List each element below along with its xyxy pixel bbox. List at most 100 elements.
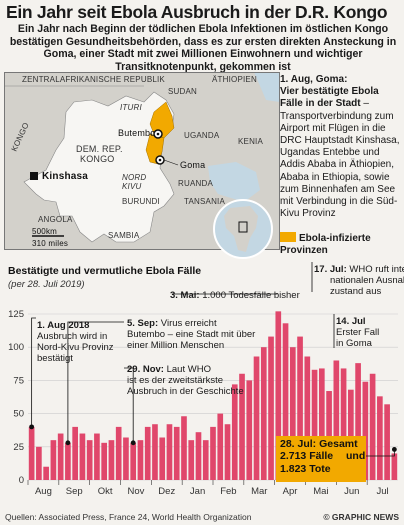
bar: [50, 440, 57, 480]
bar: [115, 426, 122, 480]
bar: [65, 442, 71, 480]
source-text: Quellen: Associated Press, France 24, Wo…: [5, 512, 252, 522]
map-scale-mi: 310 miles: [32, 239, 68, 248]
bar: [166, 424, 173, 480]
bar: [159, 437, 166, 480]
map-label-nordkivu-1: NORD: [122, 173, 146, 182]
bar: [43, 466, 49, 480]
x-tick-label: Jul: [377, 486, 389, 497]
x-tick-label: Mar: [251, 486, 267, 497]
bar: [224, 424, 231, 480]
credit-text: © GRAPHIC NEWS: [323, 512, 399, 522]
map-legend: Ebola-infizierte Provinzen: [280, 232, 402, 257]
annotation-leader: [366, 449, 395, 457]
y-tick-label: 25: [13, 442, 24, 453]
map-label-nordkivu-2: KIVU: [122, 182, 141, 191]
bar: [260, 347, 267, 480]
x-tick-label: Apr: [283, 486, 298, 497]
chart-title: Bestätigte und vermutliche Ebola Fälle: [8, 265, 201, 277]
total-line-2: 2.713 Fälle: [280, 450, 333, 462]
bar: [195, 432, 202, 480]
bar: [326, 391, 332, 480]
map-label-sudan: SUDAN: [168, 87, 197, 96]
bar: [340, 368, 347, 480]
bar: [318, 368, 325, 480]
kinshasa-marker: [30, 172, 38, 180]
bar: [130, 442, 137, 480]
bar: [94, 433, 100, 480]
map-label-goma: Goma: [180, 160, 205, 170]
annotation-sep: 5. Sep: Virus erreicht Butembo – eine Sta…: [127, 318, 255, 351]
y-tick-label: 125: [8, 309, 24, 320]
annotation-leader: [67, 321, 124, 443]
bar: [246, 380, 253, 480]
bar: [36, 446, 42, 480]
bar: [86, 440, 93, 480]
locator-globe-icon: [213, 199, 273, 259]
bar: [173, 426, 180, 480]
chart-subtitle: (per 28. Juli 2019): [8, 279, 85, 290]
bar: [362, 381, 369, 480]
goma-annotation: 1. Aug, Goma: Vier bestätigte Ebola Fälle…: [280, 74, 402, 220]
map-label-kenya: KENIA: [238, 137, 263, 146]
x-tick-label: Aug: [35, 486, 52, 497]
bar: [289, 347, 296, 480]
chart-y-ticks: 0 25 50 75 100 125: [8, 309, 24, 486]
bar: [253, 356, 260, 480]
bar: [217, 413, 224, 480]
bar: [108, 440, 115, 480]
total-box: [276, 436, 366, 482]
map-label-kinshasa: Kinshasa: [42, 171, 88, 182]
bar: [333, 360, 340, 480]
bar: [282, 323, 289, 480]
map-ituri-province: [149, 101, 175, 139]
x-tick-label: Nov: [127, 486, 144, 497]
x-tick-label: Mai: [313, 486, 328, 497]
bar: [144, 426, 151, 480]
annotation-jul17: 17. Jul: WHO ruft inter-nationalen Ausna…: [314, 264, 404, 297]
map-scale-km: 500km: [32, 227, 57, 236]
map-label-angola: ANGOLA: [38, 215, 73, 224]
y-tick-label: 100: [8, 342, 24, 353]
bar: [355, 363, 361, 480]
map-label-ethiopia: ÄTHIOPIEN: [212, 75, 257, 84]
page-title: Ein Jahr seit Ebola Ausbruch in der D.R.…: [6, 2, 388, 22]
bar: [304, 356, 311, 480]
map-label-rwanda: RUANDA: [178, 179, 213, 188]
bar: [348, 389, 354, 480]
x-tick-label: Feb: [220, 486, 236, 497]
bar: [369, 373, 376, 480]
annotation-nov: 29. Nov: Laut WHO ist es der zweitstärkst…: [127, 364, 244, 397]
total-line-3: und: [346, 450, 365, 462]
bar: [202, 440, 209, 480]
y-tick-label: 50: [13, 409, 24, 420]
chart-bars: [28, 311, 398, 480]
goma-annotation-body: – Transportverbindung zum Airport mit Fl…: [280, 98, 400, 220]
goma-annotation-heading-1: 1. Aug, Goma:: [280, 74, 348, 85]
annotation-leader: [31, 317, 36, 427]
map-label-butembo: Butembo: [118, 128, 155, 138]
bar: [137, 440, 144, 480]
bar: [72, 426, 78, 480]
total-line-1: 28. Jul: Gesamt: [280, 438, 358, 450]
y-tick-label: 75: [13, 375, 24, 386]
map-lake-north: [254, 72, 280, 102]
x-tick-label: Okt: [98, 486, 113, 497]
bar: [239, 373, 245, 480]
bar: [57, 433, 64, 480]
annotation-dot: [29, 424, 35, 430]
chart-x-ticks: Aug Sep Okt Nov Dez Jan Feb Mar Apr Mai Jun Jul: [27, 480, 389, 497]
x-tick-label: Jun: [344, 486, 359, 497]
bar: [311, 369, 318, 480]
bar: [181, 416, 187, 480]
y-tick-label: 0: [19, 475, 24, 486]
bar: [377, 396, 383, 480]
bar: [231, 384, 238, 480]
map-label-tanzania: TANSANIA: [184, 197, 225, 206]
bar: [391, 453, 398, 480]
chart-annotations: 1. Aug 2018 Ausbruch wird in Nord-Kivu Pro…: [29, 262, 404, 482]
total-line-4: 1.823 Tote: [280, 463, 331, 475]
bar: [297, 336, 303, 480]
annotation-may: 3. Mai: 1.000 Todesfälle bisher: [170, 290, 300, 301]
x-tick-label: Dez: [158, 486, 175, 497]
